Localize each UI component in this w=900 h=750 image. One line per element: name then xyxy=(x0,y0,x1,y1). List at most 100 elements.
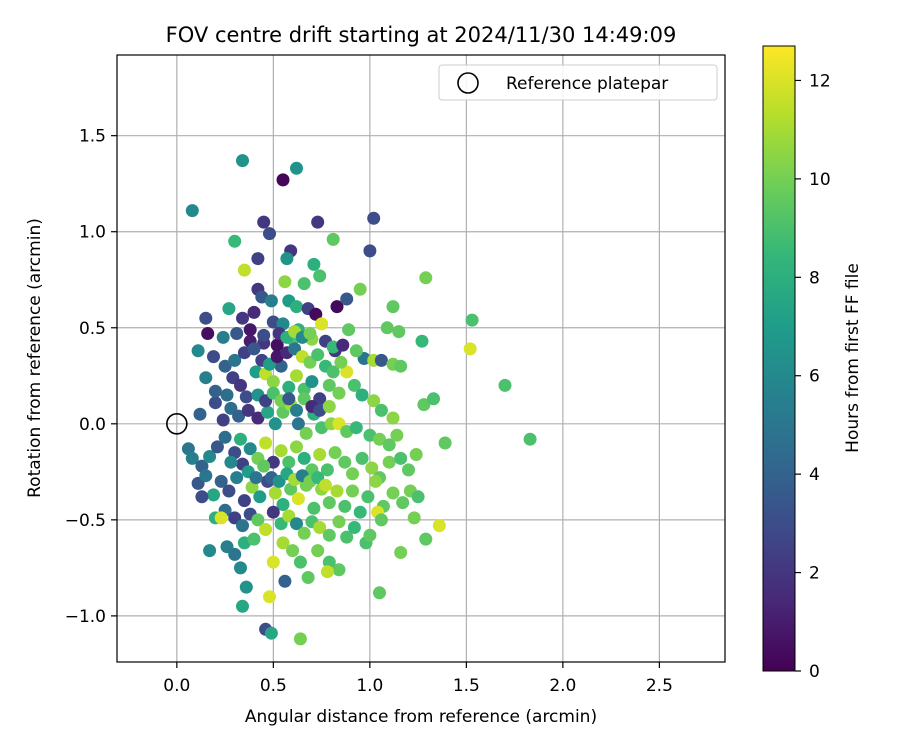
data-point xyxy=(320,463,334,477)
data-point xyxy=(330,484,344,498)
colorbar-tick-label: 4 xyxy=(809,465,820,485)
data-point xyxy=(214,474,228,488)
data-point xyxy=(307,501,321,515)
data-point xyxy=(290,369,303,383)
data-point xyxy=(264,294,278,308)
colorbar-ticks: 0 2 4 6 8 10 12 xyxy=(795,71,831,682)
data-point xyxy=(286,544,300,558)
data-point xyxy=(301,571,315,584)
data-point xyxy=(347,378,361,392)
data-point xyxy=(419,271,433,285)
data-point xyxy=(380,321,394,335)
data-point xyxy=(232,409,246,423)
colorbar-tick-label: 6 xyxy=(809,367,820,387)
x-tick-label: 0.5 xyxy=(260,676,287,696)
data-point xyxy=(263,590,276,604)
colorbar-tick-label: 10 xyxy=(809,170,831,190)
data-point xyxy=(307,257,321,271)
data-point xyxy=(427,392,440,406)
legend-label-reference-platepar: Reference platepar xyxy=(506,74,668,94)
data-point xyxy=(346,484,359,498)
data-point xyxy=(282,455,296,469)
data-point xyxy=(257,328,271,342)
data-point xyxy=(340,530,354,544)
data-point xyxy=(340,365,354,379)
data-point xyxy=(249,471,263,485)
data-point xyxy=(322,378,336,392)
data-point xyxy=(266,505,280,519)
data-point xyxy=(297,526,311,540)
chart-title: FOV centre drift starting at 2024/11/30 … xyxy=(166,23,677,47)
x-tick-label: 0.0 xyxy=(163,676,190,696)
data-point xyxy=(282,392,296,406)
data-point xyxy=(322,496,336,510)
data-point xyxy=(320,565,334,579)
x-axis-label: Angular distance from reference (arcmin) xyxy=(245,707,597,727)
colorbar-tick-label: 0 xyxy=(809,662,820,682)
data-point xyxy=(220,388,234,402)
data-point xyxy=(328,446,342,460)
data-point xyxy=(247,532,261,546)
data-point xyxy=(259,523,273,536)
data-point xyxy=(236,519,249,533)
data-point xyxy=(297,451,311,465)
plot-frame xyxy=(116,54,726,663)
data-point xyxy=(247,305,261,319)
data-point xyxy=(326,365,340,379)
data-point xyxy=(216,330,230,344)
data-point xyxy=(268,486,282,500)
data-point xyxy=(373,586,386,600)
data-point xyxy=(290,403,303,417)
data-point xyxy=(338,499,352,513)
data-point xyxy=(290,161,303,175)
data-point xyxy=(253,490,267,504)
colorbar-tick-label: 8 xyxy=(809,268,820,288)
data-point xyxy=(185,451,199,465)
data-point xyxy=(311,544,325,558)
data-point xyxy=(349,344,363,358)
data-point xyxy=(293,632,307,646)
data-point xyxy=(276,173,290,187)
data-point xyxy=(257,459,271,473)
data-point xyxy=(326,232,340,246)
data-point xyxy=(332,386,346,400)
data-point xyxy=(407,511,421,525)
data-point xyxy=(257,215,271,229)
data-point xyxy=(347,521,361,534)
data-point xyxy=(309,307,323,321)
data-point xyxy=(367,211,381,225)
data-point xyxy=(266,375,280,389)
x-tick-label: 2.5 xyxy=(646,676,673,696)
data-point xyxy=(498,378,512,392)
data-point xyxy=(199,371,213,385)
reference-platepar-marker xyxy=(166,413,188,435)
data-point xyxy=(365,461,379,475)
data-point xyxy=(263,227,276,241)
data-point xyxy=(394,359,408,373)
data-point xyxy=(353,505,367,519)
data-point xyxy=(208,384,222,398)
data-point xyxy=(185,204,199,218)
data-point xyxy=(228,547,242,561)
data-point xyxy=(259,436,273,450)
data-point xyxy=(396,496,410,510)
data-point xyxy=(340,292,354,306)
y-tick-label: −1.0 xyxy=(65,607,106,627)
y-axis-label: Rotation from reference (arcmin) xyxy=(25,218,45,498)
data-point xyxy=(239,390,253,404)
data-point xyxy=(419,532,433,546)
x-axis-ticks: 0.0 0.5 1.0 1.5 2.0 2.5 xyxy=(163,662,673,696)
data-point xyxy=(313,269,327,283)
data-point xyxy=(222,302,236,316)
data-point xyxy=(234,561,247,575)
data-point xyxy=(291,492,305,506)
data-point xyxy=(330,300,344,314)
data-point xyxy=(392,325,406,339)
colorbar-tick-label: 2 xyxy=(809,564,820,584)
data-point xyxy=(465,313,479,327)
x-tick-label: 1.0 xyxy=(356,676,383,696)
data-point xyxy=(299,426,313,440)
data-point xyxy=(305,375,319,389)
data-point xyxy=(290,440,303,454)
